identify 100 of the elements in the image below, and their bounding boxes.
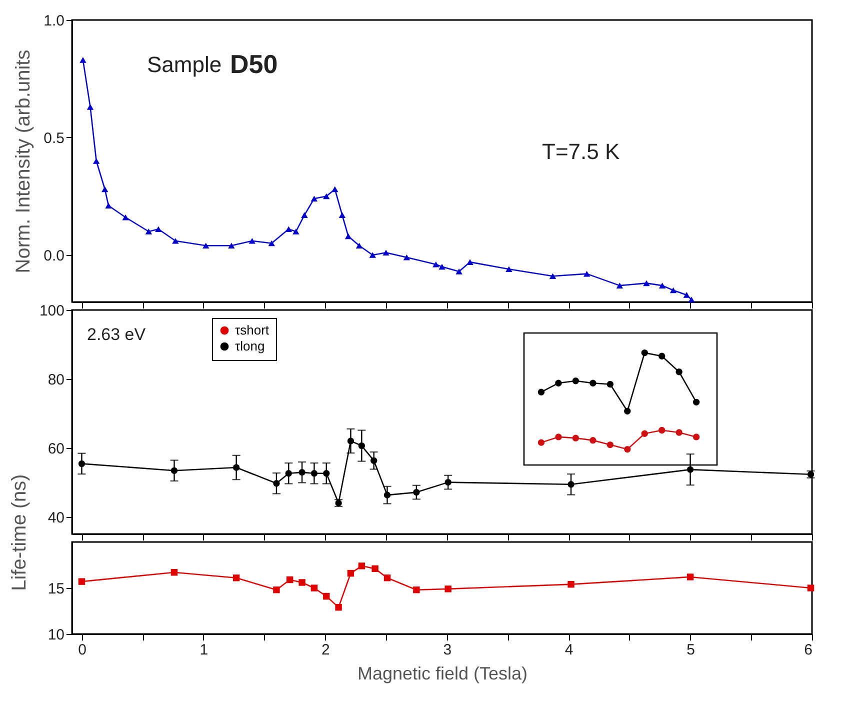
point (658, 282, 666, 288)
point (686, 466, 694, 473)
point (538, 439, 545, 446)
point (310, 470, 318, 477)
point (403, 254, 410, 260)
point (285, 470, 292, 477)
legend-label: τlong (235, 338, 265, 354)
y-tick-label: 15 (48, 580, 64, 598)
point (344, 233, 352, 240)
point (286, 576, 294, 584)
y-tick-label: 100 (39, 302, 64, 320)
point (590, 380, 596, 386)
point (432, 261, 440, 268)
point (292, 228, 300, 234)
point (641, 349, 648, 356)
x-tick-label: 3 (443, 642, 452, 658)
point (444, 586, 452, 592)
annotation: T=7.5 K (542, 139, 620, 164)
point (170, 467, 178, 474)
point (232, 574, 240, 582)
point (572, 434, 580, 442)
point (506, 266, 512, 272)
point (583, 270, 590, 277)
point (692, 398, 700, 406)
point (155, 226, 162, 232)
x-tick-label: 0 (78, 642, 86, 658)
point (228, 242, 235, 249)
point (384, 574, 391, 582)
point (298, 579, 306, 586)
point (658, 426, 666, 434)
point (555, 434, 562, 440)
point (438, 264, 446, 270)
x-tick-label: 6 (804, 642, 812, 658)
point (78, 578, 86, 585)
point (692, 434, 700, 440)
point (624, 408, 631, 414)
y-tick-label: 10 (48, 626, 64, 644)
point (248, 238, 256, 244)
point (538, 388, 545, 396)
point (413, 488, 420, 496)
x-tick-label: 4 (564, 642, 574, 658)
annotation: D50 (230, 49, 278, 79)
x-tick-label: 2 (321, 642, 330, 658)
x-tick-label: 1 (200, 642, 208, 658)
point (456, 268, 462, 274)
point (568, 481, 574, 488)
point (676, 368, 682, 376)
point (273, 586, 280, 594)
y-axis-title: Life-time (ns) (8, 474, 30, 591)
point (555, 380, 562, 386)
point (86, 104, 94, 110)
point (413, 586, 420, 594)
point (616, 282, 624, 288)
point (624, 446, 631, 453)
point (606, 441, 614, 448)
point (78, 460, 86, 468)
point (358, 442, 366, 450)
point (80, 57, 86, 63)
point (170, 569, 178, 576)
point (102, 186, 108, 192)
point (466, 259, 474, 265)
point (323, 193, 330, 200)
point (369, 252, 376, 258)
point (568, 580, 574, 588)
y-tick-label: 60 (48, 440, 64, 458)
point (372, 565, 378, 572)
point (232, 464, 240, 471)
y-tick-label: 80 (48, 371, 64, 388)
legend-label: τshort (235, 322, 270, 338)
point (285, 226, 292, 232)
y-axis-title: Norm. Intensity (arb.units (12, 50, 35, 274)
y-tick-label: 0.0 (44, 248, 64, 264)
point (347, 438, 354, 444)
point (676, 429, 682, 436)
point (356, 242, 363, 249)
point (686, 574, 694, 580)
point (172, 238, 179, 244)
point (202, 242, 210, 249)
y-tick-label: 0.5 (44, 130, 64, 147)
point (658, 352, 666, 360)
point (641, 430, 648, 437)
y-tick-label: 40 (48, 509, 64, 526)
point (358, 562, 366, 570)
point (145, 228, 152, 234)
point (332, 186, 338, 192)
y-tick-label: 1.0 (44, 12, 64, 30)
x-tick-label: 5 (686, 642, 695, 658)
x-axis-title: Magnetic field (Tesla) (357, 664, 528, 684)
point (807, 584, 814, 592)
point (606, 380, 614, 388)
point (310, 584, 318, 592)
point (590, 436, 596, 444)
point (384, 492, 391, 498)
point (122, 214, 129, 220)
point (298, 468, 306, 476)
point (643, 280, 650, 286)
point (310, 196, 318, 202)
annotation: 2.63 eV (87, 325, 146, 344)
point (572, 378, 580, 384)
annotation: Sample (147, 52, 222, 77)
